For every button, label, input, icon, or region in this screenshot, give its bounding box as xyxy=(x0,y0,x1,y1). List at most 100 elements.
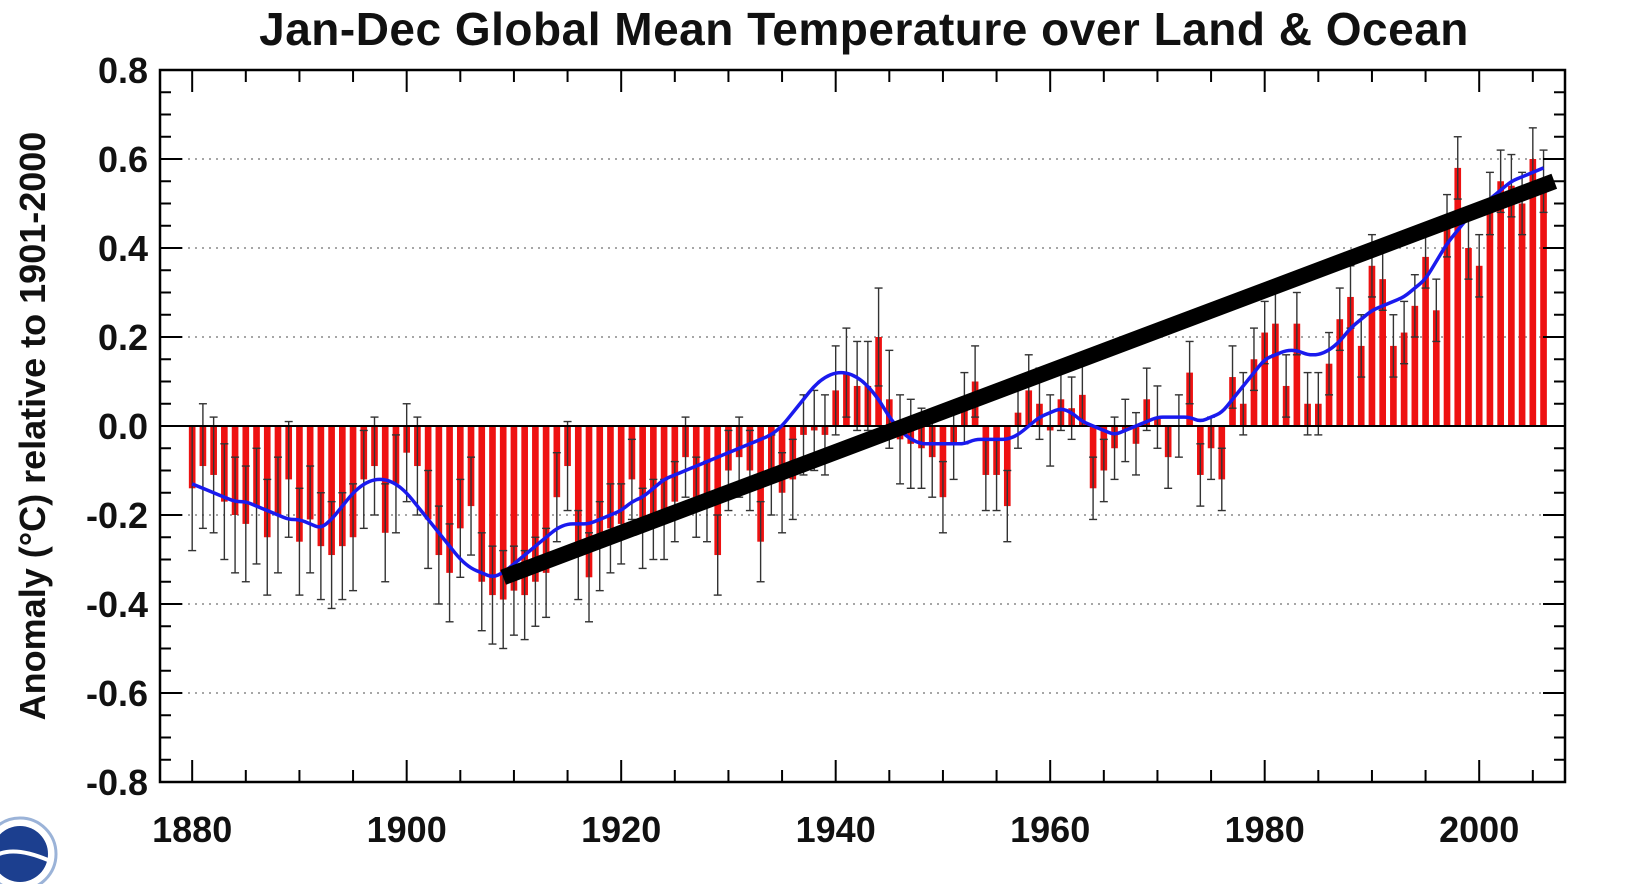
error-bar-1884 xyxy=(231,456,240,574)
trend-line xyxy=(500,173,1558,585)
bar-1924 xyxy=(660,426,668,520)
error-bar-1904 xyxy=(445,523,454,623)
noaa-logo-icon xyxy=(0,816,58,884)
error-bar-1903 xyxy=(434,505,443,605)
error-bar-1896 xyxy=(359,429,368,530)
bar-2006 xyxy=(1540,181,1547,426)
error-bar-1883 xyxy=(220,443,229,561)
error-bar-1996 xyxy=(1432,278,1441,343)
error-bar-1964 xyxy=(1089,456,1098,521)
bar-1920 xyxy=(617,426,625,524)
bar-2002 xyxy=(1497,181,1504,426)
bar-1923 xyxy=(650,426,657,520)
bar-1956 xyxy=(1003,426,1011,507)
error-bar-1968 xyxy=(1131,411,1140,476)
bar-1998 xyxy=(1454,167,1462,426)
bar-1991 xyxy=(1379,279,1386,426)
bar-1895 xyxy=(349,426,357,538)
bar-2005 xyxy=(1529,159,1537,426)
error-bar-1992 xyxy=(1389,314,1398,378)
y-tick-label-4: 0.0 xyxy=(98,406,148,447)
error-bar-1947 xyxy=(906,398,915,489)
error-bar-1915 xyxy=(563,420,572,512)
error-bar-1907 xyxy=(477,532,486,632)
error-bar-1912 xyxy=(531,536,540,627)
error-bar-1960 xyxy=(1046,394,1055,467)
error-bar-1887 xyxy=(263,478,272,596)
bar-1917 xyxy=(585,426,593,578)
error-bar-1978 xyxy=(1239,371,1248,436)
bar-1990 xyxy=(1368,265,1376,426)
smoothed-series-line xyxy=(191,166,1545,578)
error-bar-1994 xyxy=(1410,274,1419,338)
error-bar-1998 xyxy=(1453,136,1462,200)
bar-1988 xyxy=(1347,296,1354,426)
error-bar-2000 xyxy=(1475,233,1484,298)
chart-title: Jan-Dec Global Mean Temperature over Lan… xyxy=(259,3,1469,55)
error-bar-1890 xyxy=(295,487,304,596)
error-bar-1894 xyxy=(338,492,347,601)
bar-1912 xyxy=(532,426,539,582)
error-bar-1983 xyxy=(1292,291,1301,356)
error-bar-1982 xyxy=(1282,354,1291,418)
bar-2001 xyxy=(1486,203,1494,426)
y-tick-label-1: -0.6 xyxy=(86,673,148,714)
x-tick-label-1980: 1980 xyxy=(1225,809,1305,850)
error-bar-1900 xyxy=(402,403,411,503)
bar-1981 xyxy=(1272,323,1279,426)
x-tick-label-1960: 1960 xyxy=(1010,809,1090,850)
bar-1994 xyxy=(1411,305,1419,426)
error-bar-1933 xyxy=(756,500,765,583)
error-bar-1973 xyxy=(1185,340,1194,405)
x-tick-label-1940: 1940 xyxy=(796,809,876,850)
error-bar-1901 xyxy=(413,416,422,516)
bar-1890 xyxy=(296,426,303,542)
error-bar-1950 xyxy=(938,460,947,534)
error-bar-1985 xyxy=(1314,371,1323,436)
y-tick-label-2: -0.4 xyxy=(86,584,148,625)
error-bar-1979 xyxy=(1249,327,1258,392)
bar-2003 xyxy=(1508,185,1515,426)
bar-2000 xyxy=(1475,265,1483,426)
bar-1980 xyxy=(1261,332,1269,426)
y-tick-label-3: -0.2 xyxy=(86,495,148,536)
x-tick-label-2000: 2000 xyxy=(1439,809,1519,850)
error-bar-2004 xyxy=(1518,171,1527,236)
axis-ticks xyxy=(160,69,1565,783)
bar-1989 xyxy=(1357,345,1365,426)
error-bar-1986 xyxy=(1325,331,1334,396)
error-bar-1929 xyxy=(713,514,722,596)
bar-1996 xyxy=(1432,310,1440,426)
bar-1910 xyxy=(510,426,518,591)
error-bar-1898 xyxy=(381,483,390,583)
bar-1997 xyxy=(1443,225,1451,426)
bar-1892 xyxy=(317,426,325,547)
bar-1911 xyxy=(521,426,528,596)
error-bar-1920 xyxy=(617,483,626,565)
error-bar-1909 xyxy=(499,549,508,650)
bar-1999 xyxy=(1465,248,1472,426)
bar-1905 xyxy=(456,426,464,529)
error-bar-1966 xyxy=(1110,416,1119,481)
bar-1916 xyxy=(574,426,582,556)
error-bar-1891 xyxy=(306,465,315,574)
error-bar-1940 xyxy=(831,345,840,436)
bar-1979 xyxy=(1250,359,1258,426)
bar-1987 xyxy=(1336,319,1344,426)
error-bar-1908 xyxy=(488,545,497,645)
grid-lines xyxy=(160,158,1565,694)
bar-1908 xyxy=(489,426,496,596)
error-bar-1926 xyxy=(681,416,690,498)
error-bar-1974 xyxy=(1196,443,1205,507)
bar-2004 xyxy=(1518,203,1526,426)
error-bar-1944 xyxy=(874,287,883,387)
bar-1893 xyxy=(328,426,335,556)
x-tick-label-1880: 1880 xyxy=(152,809,232,850)
error-bar-1993 xyxy=(1400,300,1409,365)
y-tick-label-7: 0.6 xyxy=(98,139,148,180)
y-tick-label-0: -0.8 xyxy=(86,762,148,803)
error-bar-1976 xyxy=(1217,447,1226,512)
bar-1907 xyxy=(478,426,486,582)
bar-1918 xyxy=(596,426,604,547)
